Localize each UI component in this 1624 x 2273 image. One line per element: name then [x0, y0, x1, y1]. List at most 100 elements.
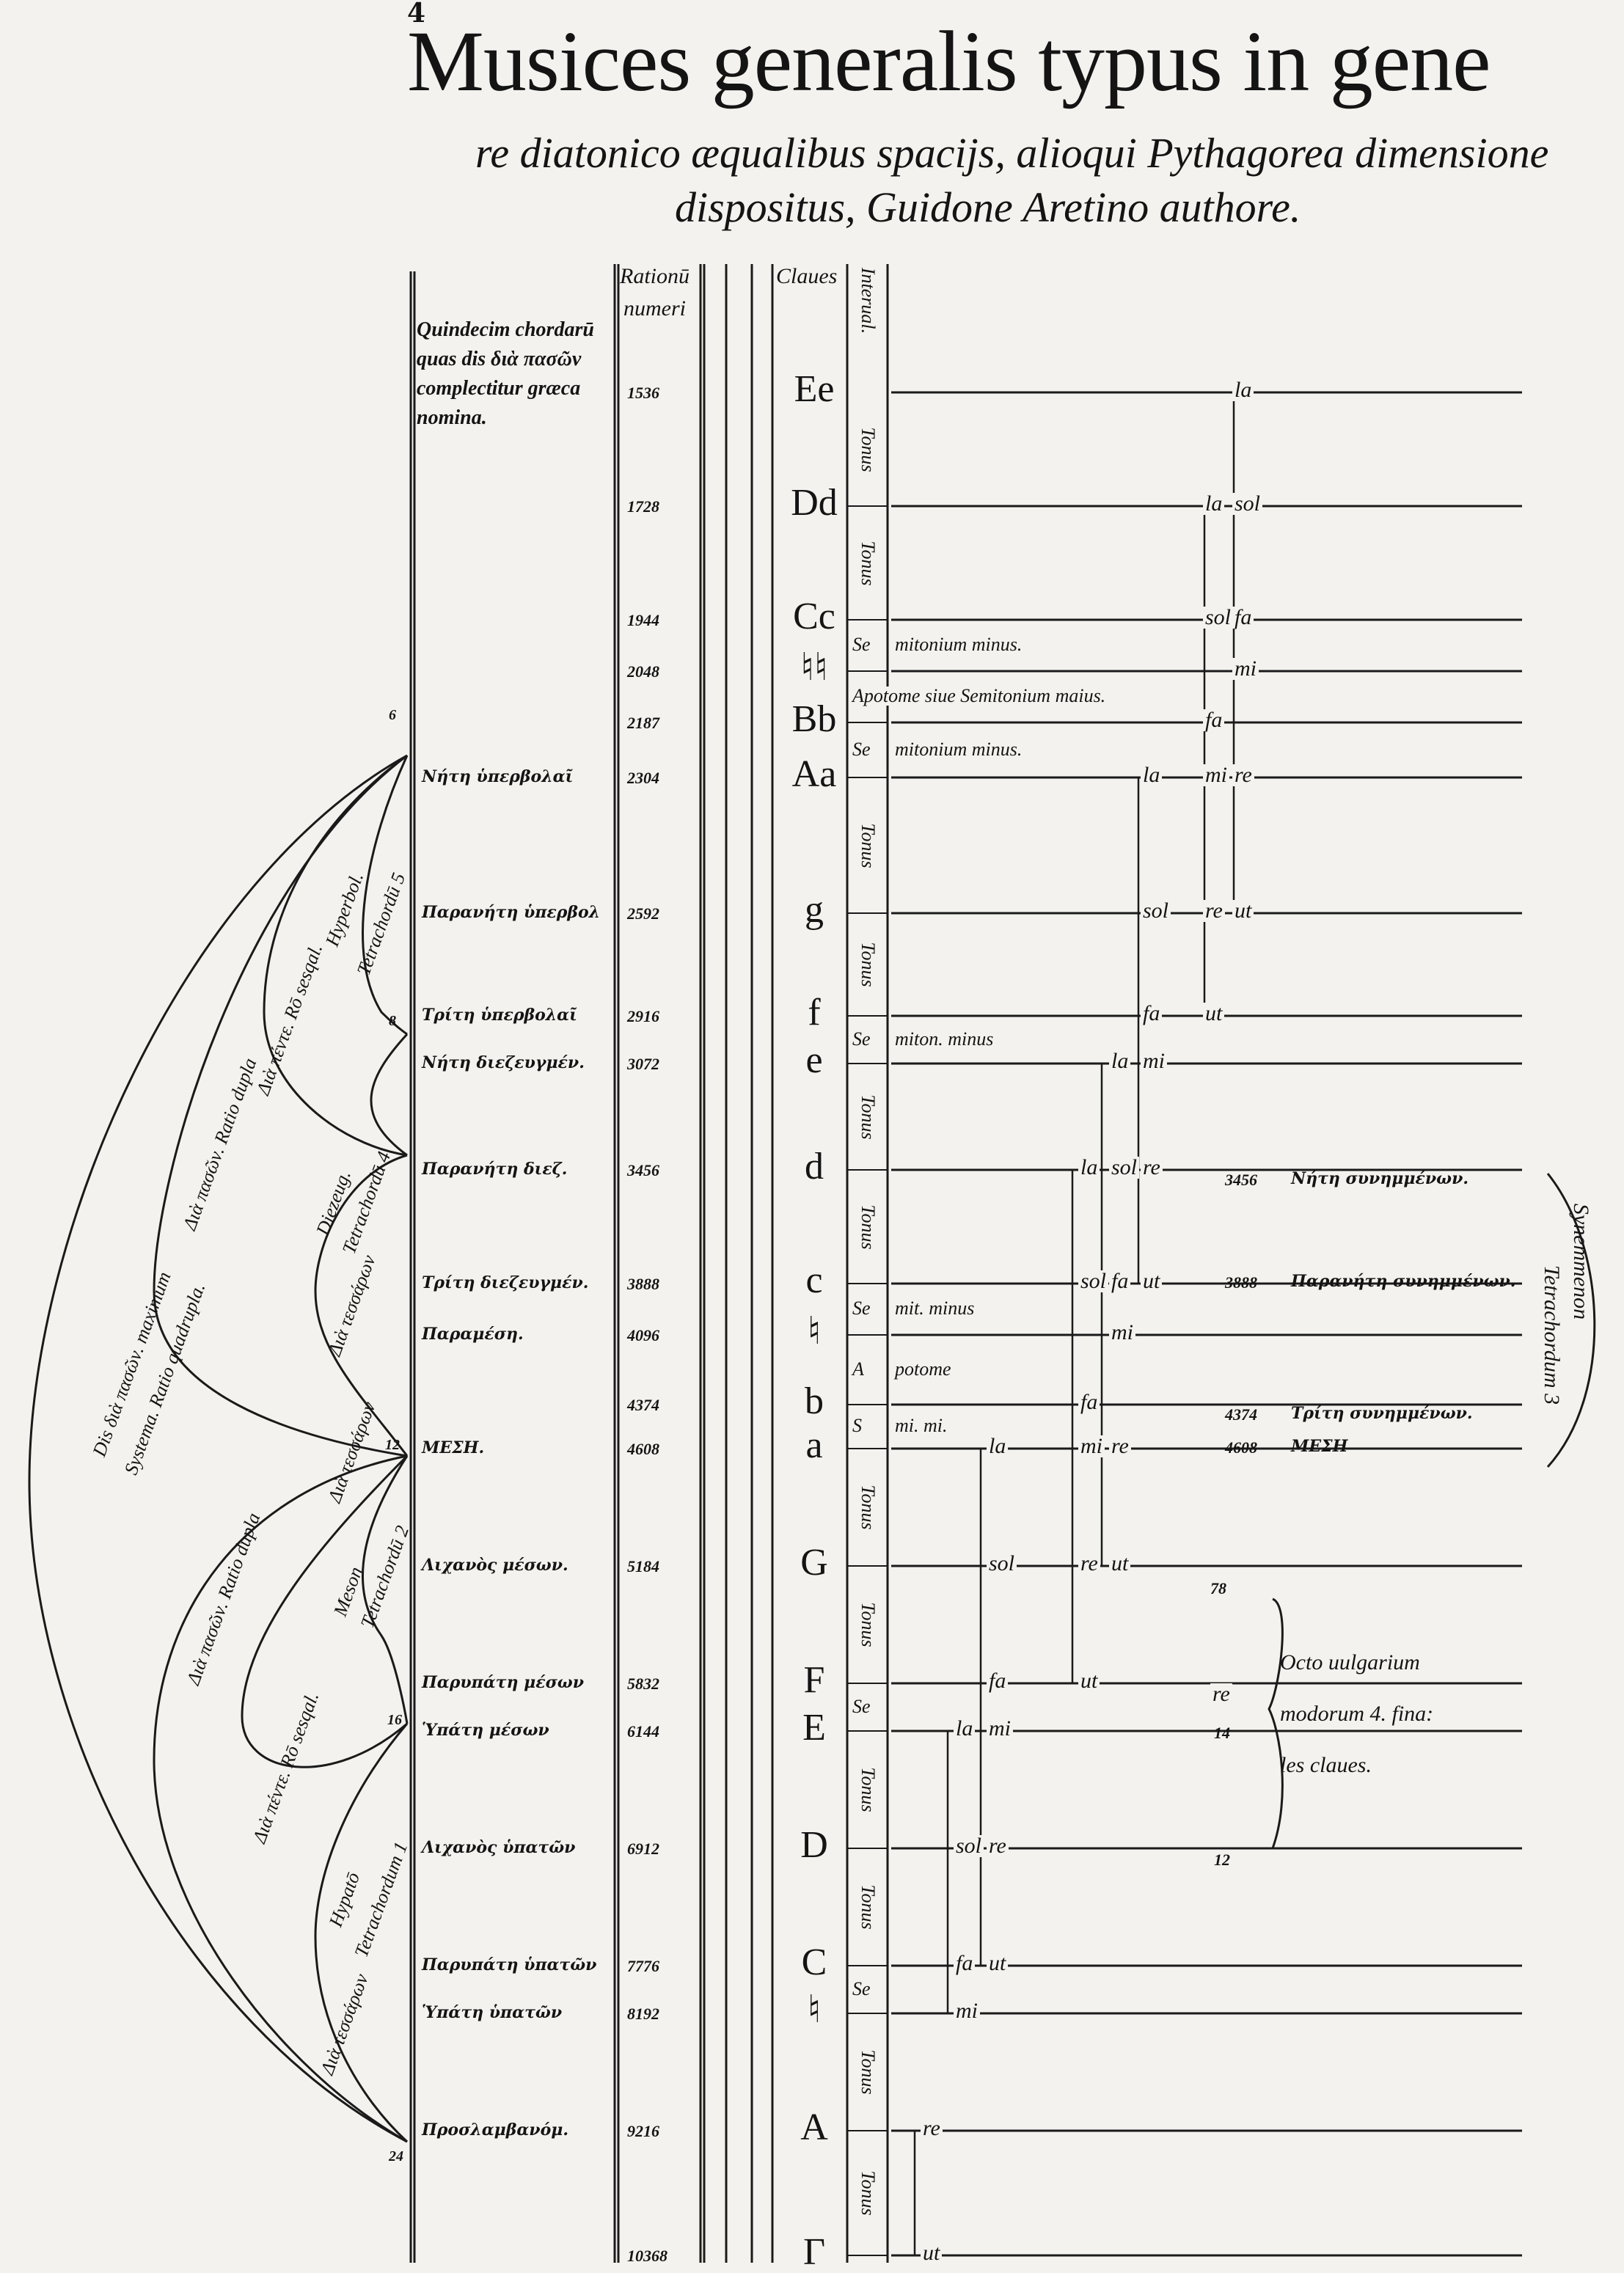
synemmenon-ratio-1: 3456 [1225, 1171, 1257, 1189]
interval-label-6: Tonus [857, 942, 879, 987]
ratio-number-4: 2187 [627, 714, 659, 732]
ratio-number-9: 3456 [627, 1161, 659, 1179]
greek-name-15: Παρυπάτη μέσων [422, 1673, 585, 1692]
finales-line-2: modorum 4. fina: [1280, 1702, 1434, 1726]
solmization-19-0: mi [954, 2000, 980, 2022]
synemmenon-ratio-4: 4608 [1225, 1438, 1257, 1457]
edge-number-24: 24 [389, 2148, 403, 2164]
solmization-18-1: ut [987, 1952, 1009, 1974]
ratio-number-8: 3072 [627, 1055, 659, 1073]
solmization-6-0: sol [1141, 900, 1171, 922]
ratio-number-12: 4374 [627, 1396, 659, 1414]
synemmenon-greek-4: ΜΕΣΗ [1291, 1437, 1348, 1456]
clavis-0: Ee [794, 368, 835, 410]
synemmenon-greek-2: Παρανήτη συνημμένων. [1291, 1272, 1516, 1291]
clavis-20: A [800, 2107, 828, 2148]
interval-arcs [28, 754, 1596, 2143]
interval-label-18: Se [852, 1977, 871, 1999]
page-subtitle-line-1: re diatonico æqualibus spacijs, alioqui … [475, 129, 1549, 177]
clavis-19: ♮ [807, 1989, 822, 2031]
solmization-8-1: mi [1141, 1050, 1167, 1072]
finales-num-1: 78 [1210, 1579, 1226, 1597]
clavis-1: Dd [791, 482, 838, 524]
clavis-6: g [805, 889, 824, 931]
page-title: Musices generalis typus in gene [407, 13, 1491, 109]
solmization-10-1: fa [1109, 1270, 1131, 1292]
solmization-10-2: ut [1141, 1270, 1163, 1292]
solmization-14-1: re [1078, 1553, 1100, 1575]
solmization-6-1: re [1203, 900, 1225, 922]
solmization-7-0: fa [1141, 1003, 1163, 1025]
interval-label-15: Se [852, 1695, 871, 1717]
solmization-20-0: re [921, 2118, 943, 2140]
clavis-11: ♮ [807, 1311, 822, 1353]
clavis-12: b [805, 1380, 824, 1422]
clavis-21: Γ [802, 2231, 826, 2273]
page-subtitle-line-2: dispositus, Guidone Aretino authore. [675, 183, 1301, 231]
greek-name-13: ΜΕΣΗ. [422, 1438, 485, 1457]
solmization-5-0: la [1141, 764, 1163, 786]
clavis-2: Cc [793, 596, 835, 637]
interval-label-17: Tonus [857, 1884, 879, 1930]
solmization-8-0: la [1109, 1050, 1131, 1072]
clavis-3: ♮♮ [800, 647, 828, 689]
solmization-15-1: ut [1078, 1670, 1100, 1692]
interval-text-2: mitonium minus. [895, 634, 1023, 655]
ratio-col-header-2: numeri [623, 296, 686, 321]
solmization-5-1: mi [1203, 764, 1229, 786]
ratio-number-19: 8192 [627, 2005, 659, 2023]
interval-label-19: Tonus [857, 2049, 879, 2095]
page-number: 4 [407, 0, 426, 29]
edge-number-6: 6 [389, 707, 396, 723]
synemmenon-label-2: Tetrachordum 3 [1540, 1264, 1564, 1405]
edge-number-12: 12 [385, 1437, 400, 1453]
solmization-21-0: ut [921, 2242, 943, 2264]
ratio-number-14: 5184 [627, 1557, 659, 1575]
interval-label-10: Se [852, 1297, 871, 1319]
ratio-number-15: 5832 [627, 1674, 659, 1693]
interval-text-4: mitonium minus. [895, 738, 1023, 760]
clavis-7: f [808, 992, 821, 1033]
ratio-col-header-1: Rationū [620, 264, 690, 288]
solmization-1-1: sol [1232, 493, 1263, 515]
ratio-number-18: 7776 [627, 1957, 659, 1975]
finales-brace [1268, 1597, 1284, 1849]
interval-label-2: Se [852, 634, 871, 655]
ratio-number-0: 1536 [627, 384, 659, 402]
greek-name-16: Ὑπάτη μέσων [422, 1721, 549, 1740]
solmization-17-1: re [987, 1835, 1009, 1857]
interval-label-0: Tonus [857, 426, 879, 472]
interval-label-13: Tonus [857, 1485, 879, 1530]
solmization-2-0: sol [1203, 607, 1234, 629]
ratio-number-2: 1944 [627, 611, 659, 629]
interval-label-7: Se [852, 1028, 871, 1050]
ratio-number-16: 6144 [627, 1722, 659, 1741]
interval-label-8: Tonus [857, 1094, 879, 1140]
ratio-number-21: 10368 [627, 2247, 667, 2265]
solmization-16-1: mi [987, 1718, 1013, 1740]
solmization-14-0: sol [987, 1553, 1017, 1575]
greek-name-6: Παρανήτη ὑπερβολ [422, 903, 601, 922]
synemmenon-ratio-3: 4374 [1225, 1405, 1257, 1424]
clavis-13: a [805, 1424, 823, 1466]
ratio-number-3: 2048 [627, 662, 659, 681]
greek-name-14: Λιχανὸς μέσων. [422, 1556, 568, 1575]
interval-label-5: Tonus [857, 822, 879, 868]
interval-label-20: Tonus [857, 2170, 879, 2216]
interval-label-11: A [852, 1358, 864, 1380]
interval-label-4: Se [852, 738, 871, 760]
ratio-number-5: 2304 [627, 769, 659, 787]
solmization-12-0: fa [1078, 1391, 1100, 1413]
greek-name-9: Παρανήτη διεζ. [422, 1160, 568, 1179]
solmization-13-2: re [1109, 1435, 1131, 1457]
ratio-number-6: 2592 [627, 904, 659, 923]
ratio-number-7: 2916 [627, 1007, 659, 1025]
solmization-16-0: la [954, 1718, 976, 1740]
ratio-number-20: 9216 [627, 2122, 659, 2140]
interval-text-10: mit. minus [895, 1297, 975, 1319]
greek-name-11: Παραμέση. [422, 1325, 524, 1344]
solmization-6-2: ut [1232, 900, 1254, 922]
solmization-18-0: fa [954, 1952, 976, 1974]
solmization-2-1: fa [1232, 607, 1254, 629]
